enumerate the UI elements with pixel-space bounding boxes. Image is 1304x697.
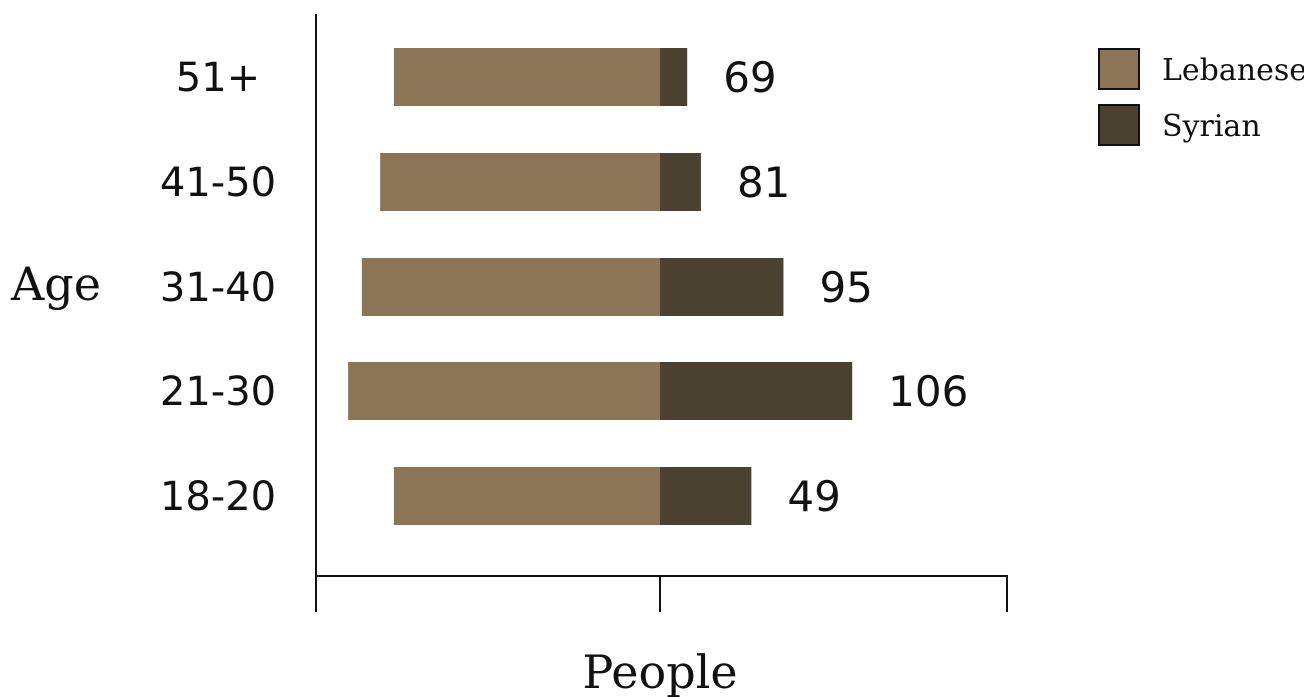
bar-lebanese-51 bbox=[393, 48, 660, 106]
value-label-31-40: 95 bbox=[819, 263, 872, 312]
legend: Lebanese Syrian bbox=[1098, 48, 1304, 146]
category-label-18-20: 18-20 bbox=[160, 474, 276, 520]
x-ticks-group bbox=[315, 576, 1008, 612]
bar-syrian-21-30 bbox=[659, 362, 853, 420]
value-label-51: 69 bbox=[723, 53, 776, 102]
category-label-31-40: 31-40 bbox=[160, 265, 276, 311]
bar-lebanese-21-30 bbox=[348, 362, 660, 420]
bar-syrian-31-40 bbox=[659, 258, 784, 316]
value-label-21-30: 106 bbox=[888, 367, 968, 416]
bar-syrian-18-20 bbox=[659, 467, 752, 525]
bar-syrian-41-50 bbox=[659, 153, 701, 211]
category-label-41-50: 41-50 bbox=[160, 160, 276, 206]
category-label-51: 51+ bbox=[176, 55, 260, 101]
category-label-21-30: 21-30 bbox=[160, 369, 276, 415]
legend-swatch-syrian bbox=[1098, 104, 1140, 146]
x-axis-title: People bbox=[582, 645, 737, 697]
bar-lebanese-31-40 bbox=[361, 258, 660, 316]
bars-group bbox=[348, 48, 853, 525]
bar-syrian-51 bbox=[659, 48, 688, 106]
y-axis-title: Age bbox=[10, 257, 101, 311]
category-labels-group: 51+ 41-50 31-40 21-30 18-20 bbox=[160, 55, 276, 520]
legend-label-syrian: Syrian bbox=[1162, 109, 1261, 144]
value-label-18-20: 49 bbox=[787, 472, 840, 521]
value-label-41-50: 81 bbox=[737, 158, 790, 207]
bar-lebanese-41-50 bbox=[380, 153, 660, 211]
legend-label-lebanese: Lebanese bbox=[1162, 53, 1304, 88]
bar-lebanese-18-20 bbox=[393, 467, 660, 525]
value-labels-group: 69 81 95 106 49 bbox=[723, 53, 968, 521]
legend-swatch-lebanese bbox=[1098, 48, 1140, 90]
